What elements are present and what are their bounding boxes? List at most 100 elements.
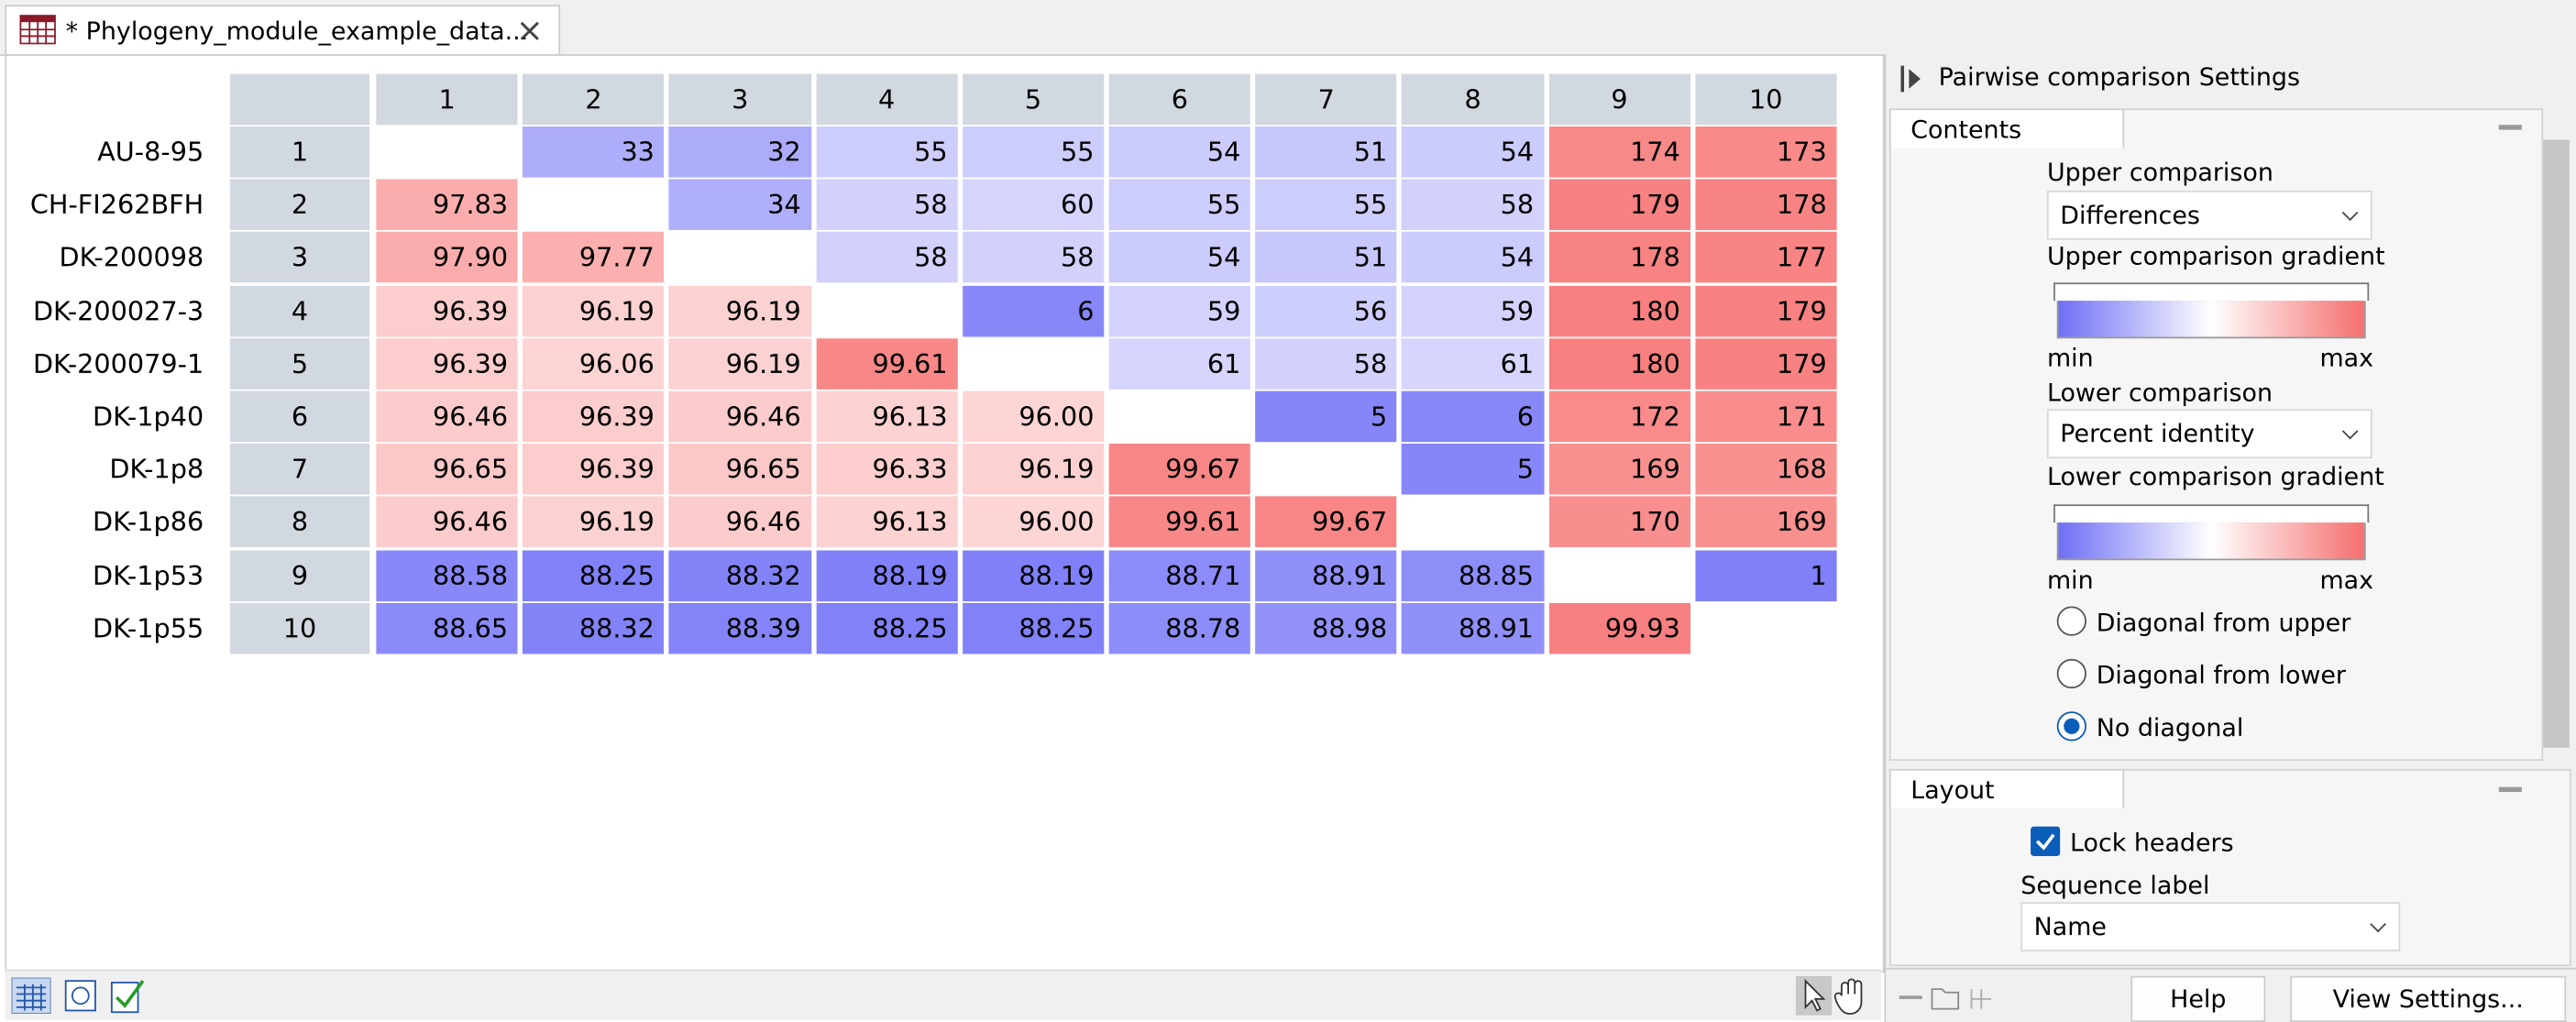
column-header: 7 xyxy=(1255,73,1397,126)
gradient-bar[interactable] xyxy=(2056,299,2366,339)
cell: 96.65 xyxy=(376,444,518,495)
table-icon xyxy=(19,15,56,45)
panel-title: Pairwise comparison Settings xyxy=(1938,62,2300,93)
diagonal-cell xyxy=(669,232,810,283)
help-button[interactable]: Help xyxy=(2130,975,2266,1022)
cell: 54 xyxy=(1402,232,1544,284)
cell: 61 xyxy=(1402,337,1544,390)
checkbox[interactable] xyxy=(2031,826,2061,856)
row-name: DK-1p8 xyxy=(109,454,204,486)
row-index: 6 xyxy=(229,390,370,443)
gradient-slider[interactable] xyxy=(2053,282,2370,302)
cell: 180 xyxy=(1548,337,1690,390)
radio-label: Diagonal from lower xyxy=(2096,660,2347,690)
cell: 180 xyxy=(1548,285,1690,336)
cell: 170 xyxy=(1548,497,1690,548)
row-name: DK-1p55 xyxy=(93,612,204,644)
cell: 96.46 xyxy=(376,390,518,443)
sequence-dropdown[interactable]: Name xyxy=(2020,902,2401,951)
cell: 33 xyxy=(523,126,665,178)
diagonal-cell xyxy=(1256,444,1397,495)
checkbox-label: Lock headers xyxy=(2070,828,2234,858)
label: Lower comparison xyxy=(2046,378,2273,408)
row-index: 7 xyxy=(229,444,370,495)
minimize[interactable] xyxy=(2498,125,2522,130)
gradient-min: min xyxy=(2046,565,2094,595)
cell: 177 xyxy=(1695,232,1837,284)
gradient-bar[interactable] xyxy=(2056,521,2366,561)
row-name: DK-1p53 xyxy=(93,559,204,591)
button-label: Help xyxy=(2170,984,2227,1015)
radio-label: No diagonal xyxy=(2096,712,2244,743)
cell: 96.13 xyxy=(815,497,958,548)
cell: 88.19 xyxy=(962,549,1105,601)
cell: 88.85 xyxy=(1402,549,1544,601)
label: Sequence label xyxy=(2020,871,2210,901)
radio[interactable] xyxy=(2056,606,2086,636)
cell: 34 xyxy=(669,179,811,231)
cell: 55 xyxy=(962,126,1105,178)
cell: 96.13 xyxy=(815,390,958,443)
cell: 88.25 xyxy=(962,602,1105,654)
cell: 96.19 xyxy=(962,444,1105,495)
cell: 171 xyxy=(1695,390,1837,443)
diagonal-cell xyxy=(523,180,664,231)
label: Upper comparison xyxy=(2046,158,2273,188)
dropdown-value: Differences xyxy=(2060,200,2200,230)
cell: 51 xyxy=(1255,126,1397,178)
row-index: 4 xyxy=(229,285,370,336)
diagonal-cell xyxy=(816,285,957,336)
cell: 96.19 xyxy=(669,285,811,336)
tab-close[interactable]: × xyxy=(515,9,544,49)
cell: 55 xyxy=(815,126,958,178)
tab-title: * Phylogeny_module_example_data... xyxy=(65,16,529,47)
row-index: 9 xyxy=(229,549,370,601)
cell: 88.32 xyxy=(669,549,811,601)
cell: 88.91 xyxy=(1402,602,1544,654)
lower-dropdown[interactable]: Percent identity xyxy=(2046,409,2372,459)
diagonal-cell xyxy=(1695,603,1836,654)
cell: 172 xyxy=(1548,390,1690,443)
cell: 173 xyxy=(1695,126,1837,178)
cell: 55 xyxy=(1255,179,1397,231)
radio[interactable] xyxy=(2056,658,2086,689)
check-view-button[interactable] xyxy=(110,978,146,1014)
cell: 96.19 xyxy=(523,285,665,336)
cell: 178 xyxy=(1548,232,1690,284)
section-header[interactable]: Contents xyxy=(1888,108,2125,148)
minimize[interactable] xyxy=(2498,786,2522,793)
cell: 88.25 xyxy=(815,602,958,654)
cell: 96.46 xyxy=(669,390,811,443)
section-title: Layout xyxy=(1910,775,1995,806)
diagonal-cell xyxy=(376,126,517,178)
radio-selected[interactable] xyxy=(2056,711,2086,742)
row-name: DK-200098 xyxy=(59,242,204,274)
section-header[interactable]: Layout xyxy=(1888,768,2125,808)
scrollbar[interactable] xyxy=(2543,139,2570,748)
cell: 58 xyxy=(815,179,958,231)
cell: 88.71 xyxy=(1108,549,1251,601)
section-title: Contents xyxy=(1910,115,2022,145)
cell: 58 xyxy=(815,232,958,284)
tab[interactable]: * Phylogeny_module_example_data... × xyxy=(5,5,561,56)
cell: 88.19 xyxy=(815,549,958,601)
cell: 96.65 xyxy=(669,444,811,495)
footer-icons[interactable] xyxy=(1899,983,1998,1012)
graph-view-button[interactable] xyxy=(64,979,97,1012)
upper-dropdown[interactable]: Differences xyxy=(2046,190,2372,240)
table-view-button[interactable] xyxy=(11,977,51,1015)
pointer-tools[interactable] xyxy=(1795,975,1871,1016)
cell: 58 xyxy=(1255,337,1397,390)
cell: 96.46 xyxy=(669,497,811,548)
cell: 60 xyxy=(962,179,1105,231)
row-index: 5 xyxy=(229,337,370,390)
collapse-icon[interactable] xyxy=(1899,64,1922,93)
cell: 179 xyxy=(1695,285,1837,336)
diagonal-cell xyxy=(1109,391,1250,443)
view-settings-button[interactable]: View Settings... xyxy=(2290,975,2567,1022)
gradient-slider[interactable] xyxy=(2053,504,2370,523)
cell: 54 xyxy=(1108,232,1251,284)
row-index: 1 xyxy=(229,126,370,178)
cell: 54 xyxy=(1402,126,1544,178)
column-header: 1 xyxy=(376,73,518,126)
